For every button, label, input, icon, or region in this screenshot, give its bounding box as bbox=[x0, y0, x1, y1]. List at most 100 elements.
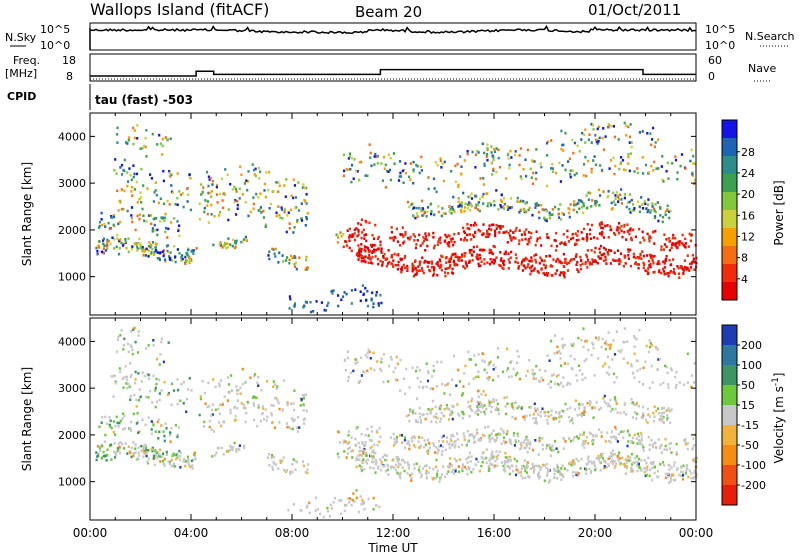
echo-cell bbox=[116, 189, 119, 193]
echo-cell bbox=[372, 451, 375, 454]
echo-cell bbox=[216, 201, 219, 204]
echo-cell bbox=[500, 205, 503, 209]
echo-cell bbox=[690, 374, 694, 377]
echo-cell bbox=[156, 233, 159, 237]
echo-cell bbox=[545, 219, 548, 223]
echo-cell bbox=[257, 166, 261, 170]
echo-cell bbox=[579, 267, 583, 271]
echo-cell bbox=[669, 447, 672, 450]
echo-cell bbox=[449, 265, 452, 268]
echo-cell bbox=[664, 476, 667, 480]
echo-cell bbox=[477, 201, 480, 204]
echo-cell bbox=[569, 203, 572, 206]
echo-cell bbox=[158, 258, 161, 262]
echo-cell bbox=[504, 456, 507, 459]
echo-cell bbox=[408, 238, 411, 241]
echo-cell bbox=[502, 207, 506, 210]
echo-cell bbox=[608, 366, 611, 369]
echo-cell bbox=[576, 268, 579, 271]
echo-cell bbox=[616, 226, 619, 229]
echo-cell bbox=[677, 266, 680, 270]
echo-cell bbox=[656, 368, 659, 372]
echo-cell bbox=[618, 457, 621, 460]
echo-cell bbox=[507, 267, 510, 270]
echo-cell bbox=[467, 350, 470, 354]
echo-cell bbox=[459, 238, 463, 241]
echo-cell bbox=[358, 445, 361, 449]
echo-cell bbox=[573, 203, 576, 206]
echo-cell bbox=[549, 386, 552, 389]
echo-cell bbox=[690, 233, 693, 237]
echo-cell bbox=[187, 458, 190, 461]
echo-cell bbox=[392, 444, 396, 447]
echo-cell bbox=[155, 357, 159, 361]
echo-cell bbox=[444, 384, 447, 387]
station-title: Wallops Island (fitACF) bbox=[90, 0, 269, 19]
echo-cell bbox=[180, 382, 183, 386]
echo-cell bbox=[118, 367, 121, 370]
echo-cell bbox=[534, 417, 537, 420]
echo-cell bbox=[468, 260, 471, 264]
echo-cell bbox=[441, 162, 444, 165]
echo-cell bbox=[580, 457, 583, 461]
echo-cell bbox=[563, 276, 566, 279]
echo-cell bbox=[294, 256, 297, 260]
echo-cell bbox=[551, 208, 554, 211]
echo-cell bbox=[231, 448, 234, 452]
echo-cell bbox=[419, 260, 422, 263]
echo-cell bbox=[632, 441, 635, 444]
echo-cell bbox=[363, 248, 366, 251]
echo-cell bbox=[236, 407, 239, 410]
echo-cell bbox=[236, 199, 239, 203]
echo-cell bbox=[404, 392, 407, 396]
echo-cell bbox=[550, 374, 553, 377]
echo-cell bbox=[583, 410, 586, 413]
echo-cell bbox=[343, 450, 346, 453]
echo-cell bbox=[371, 450, 374, 454]
echo-cell bbox=[665, 409, 668, 412]
echo-cell bbox=[278, 213, 281, 217]
echo-cell bbox=[227, 208, 230, 211]
velocity-x-ticks bbox=[89, 318, 697, 520]
echo-cell bbox=[590, 249, 593, 252]
echo-cell bbox=[482, 183, 485, 186]
echo-cell bbox=[476, 245, 479, 248]
echo-cell bbox=[648, 415, 652, 418]
echo-cell bbox=[543, 259, 546, 263]
echo-cell bbox=[255, 396, 258, 400]
echo-cell bbox=[304, 300, 307, 304]
echo-cell bbox=[432, 236, 435, 239]
echo-cell bbox=[635, 337, 638, 341]
echo-cell bbox=[266, 380, 269, 383]
echo-cell bbox=[525, 210, 528, 214]
echo-cell bbox=[451, 442, 454, 446]
echo-cell bbox=[154, 248, 157, 252]
echo-cell bbox=[360, 449, 363, 453]
echo-cell bbox=[645, 254, 649, 257]
echo-cell bbox=[510, 402, 513, 406]
echo-cell bbox=[546, 184, 549, 188]
echo-cell bbox=[97, 452, 100, 456]
echo-cell bbox=[517, 265, 521, 268]
echo-cell bbox=[176, 220, 179, 223]
echo-cell bbox=[663, 266, 666, 269]
echo-cell bbox=[612, 435, 615, 439]
echo-cell bbox=[551, 444, 554, 448]
echo-cell bbox=[649, 132, 652, 135]
echo-cell bbox=[106, 238, 109, 242]
echo-cell bbox=[627, 257, 630, 260]
echo-cell bbox=[148, 241, 151, 244]
echo-cell bbox=[415, 462, 418, 465]
echo-cell bbox=[377, 262, 380, 266]
echo-cell bbox=[474, 153, 478, 156]
echo-cell bbox=[157, 451, 160, 454]
echo-cell bbox=[438, 238, 441, 241]
echo-cell bbox=[575, 471, 578, 475]
echo-cell bbox=[137, 399, 140, 402]
echo-cell bbox=[360, 218, 364, 221]
echo-cell bbox=[159, 353, 162, 356]
echo-cell bbox=[637, 171, 640, 175]
echo-cell bbox=[636, 167, 639, 170]
echo-cell bbox=[360, 243, 363, 246]
echo-cell bbox=[585, 339, 588, 343]
